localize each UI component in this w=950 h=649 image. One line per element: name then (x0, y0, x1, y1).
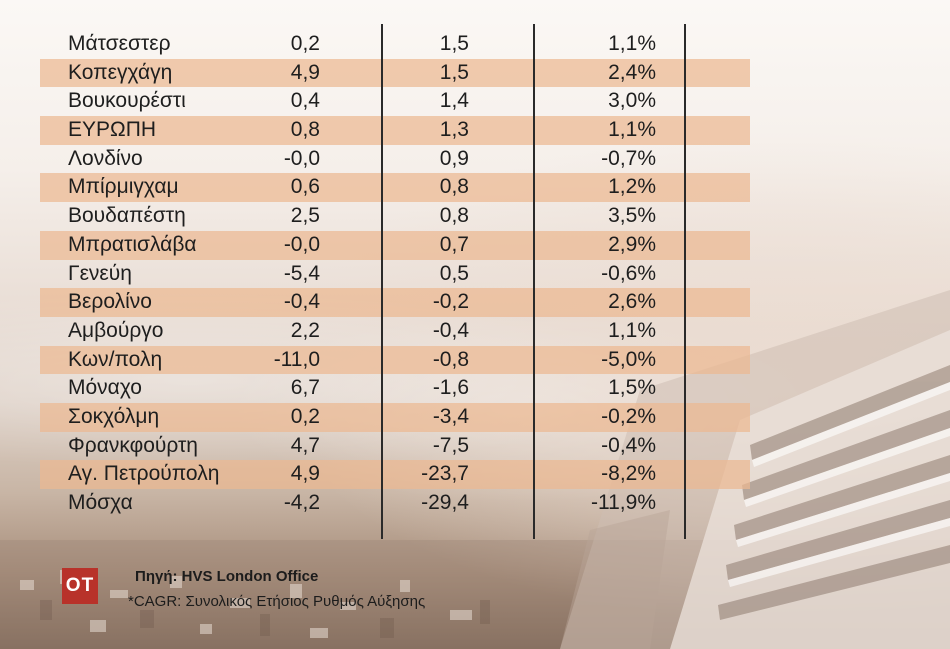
city-name-cell: Σοκχόλμη (68, 404, 160, 428)
city-name-cell: Κων/πολη (68, 347, 163, 371)
value-column-1-cell: -4,2 (283, 491, 320, 514)
value-column-2-cell: 0,5 (439, 261, 469, 285)
value-column-1-cell: 4,9 (290, 462, 320, 486)
value-column-1-cell: 4,7 (290, 433, 320, 457)
table-row: Αγ. Πετρούπολη 4,9 -23,7 -8,2% (40, 460, 750, 489)
cagr-percent-cell: 1,1% (608, 318, 656, 342)
value-column-1-cell: 0,6 (290, 175, 320, 199)
city-name-cell: Γενεύη (68, 261, 132, 285)
value-column-2-cell: -7,5 (432, 433, 469, 457)
cagr-percent-cell: 3,5% (608, 204, 656, 228)
value-column-2-cell: -3,4 (432, 404, 469, 428)
value-column-2-cell: 0,8 (439, 175, 469, 199)
column-divider-2 (533, 24, 535, 539)
cagr-percent-cell: -0,2% (601, 404, 656, 428)
cagr-percent-cell: 1,1% (608, 32, 656, 55)
city-name-cell: Φρανκφούρτη (68, 433, 198, 457)
cagr-percent-cell: 3,0% (608, 89, 656, 113)
table-row: Σοκχόλμη 0,2 -3,4 -0,2% (40, 402, 750, 432)
data-table: Μάτσεστερ 0,2 1,5 1,1% Κοπεγχάγη 4,9 1,5 2,4% Βο… (40, 30, 750, 518)
value-column-2-cell: -0,4 (432, 318, 469, 342)
table-row: Μάτσεστερ 0,2 1,5 1,1% (40, 30, 750, 59)
city-name-cell: Βουκουρέστι (68, 89, 186, 113)
city-name-cell: ΕΥΡΩΠΗ (68, 118, 157, 142)
table-row: ΕΥΡΩΠΗ 0,8 1,3 1,1% (40, 116, 750, 145)
cagr-percent-cell: 2,4% (608, 60, 656, 84)
column-divider-3 (684, 24, 686, 539)
value-column-2-cell: 1,5 (439, 32, 469, 55)
value-column-1-cell: -5,4 (283, 261, 320, 285)
value-column-2-cell: -0,8 (432, 347, 469, 371)
city-name-cell: Μπίρμιγχαμ (68, 175, 179, 199)
value-column-2-cell: 0,9 (439, 146, 469, 170)
city-name-cell: Αγ. Πετρούπολη (68, 462, 220, 486)
city-name-cell: Βουδαπέστη (68, 204, 186, 228)
value-column-1-cell: 2,5 (290, 204, 320, 228)
cagr-percent-cell: -5,0% (601, 347, 656, 371)
table-row: Βουκουρέστι 0,4 1,4 3,0% (40, 87, 750, 116)
value-column-2-cell: 0,8 (439, 204, 469, 228)
city-name-cell: Μάτσεστερ (68, 32, 171, 55)
cagr-percent-cell: -11,9% (591, 491, 656, 514)
cagr-percent-cell: -0,4% (601, 433, 656, 457)
city-name-cell: Κοπεγχάγη (68, 60, 173, 84)
cagr-percent-cell: 1,1% (608, 118, 656, 142)
table-row: Γενεύη -5,4 0,5 -0,6% (40, 260, 750, 289)
table-row: Βερολίνο -0,4 -0,2 2,6% (40, 288, 750, 317)
cagr-percent-cell: -0,7% (601, 146, 656, 170)
value-column-1-cell: 0,8 (290, 118, 320, 142)
city-name-cell: Μόναχο (68, 376, 142, 400)
value-column-1-cell: 2,2 (290, 318, 320, 342)
city-name-cell: Μπρατισλάβα (68, 232, 197, 256)
value-column-1-cell: -0,4 (283, 290, 320, 314)
city-name-cell: Βερολίνο (68, 290, 152, 314)
value-column-2-cell: -1,6 (432, 376, 469, 400)
cagr-percent-cell: 1,5% (608, 376, 656, 400)
value-column-2-cell: 1,4 (439, 89, 469, 113)
value-column-2-cell: 0,7 (439, 232, 469, 256)
value-column-2-cell: -23,7 (421, 462, 469, 486)
publisher-logo: OT (62, 568, 98, 604)
cagr-percent-cell: -0,6% (601, 261, 656, 285)
value-column-1-cell: 0,2 (290, 404, 320, 428)
column-divider-1 (381, 24, 383, 539)
table-row: Αμβούργο 2,2 -0,4 1,1% (40, 317, 750, 346)
table-row: Κοπεγχάγη 4,9 1,5 2,4% (40, 58, 750, 88)
table-row: Μόναχο 6,7 -1,6 1,5% (40, 374, 750, 403)
table-row: Βουδαπέστη 2,5 0,8 3,5% (40, 202, 750, 231)
cagr-percent-cell: 1,2% (608, 175, 656, 199)
table-row: Μπίρμιγχαμ 0,6 0,8 1,2% (40, 173, 750, 203)
value-column-2-cell: -0,2 (432, 290, 469, 314)
value-column-1-cell: -0,0 (283, 232, 320, 256)
value-column-1-cell: -0,0 (283, 146, 320, 170)
value-column-2-cell: -29,4 (421, 491, 469, 514)
value-column-2-cell: 1,3 (439, 118, 469, 142)
table-row: Μπρατισλάβα -0,0 0,7 2,9% (40, 230, 750, 260)
value-column-2-cell: 1,5 (439, 60, 469, 84)
city-name-cell: Λονδίνο (68, 146, 143, 170)
cagr-percent-cell: 2,6% (608, 290, 656, 314)
table-row: Κων/πολη -11,0 -0,8 -5,0% (40, 345, 750, 375)
table-row: Λονδίνο -0,0 0,9 -0,7% (40, 145, 750, 174)
value-column-1-cell: 0,2 (290, 32, 320, 55)
cagr-footnote: *CAGR: Συνολικός Ετήσιος Ρυθμός Αύξησης (128, 593, 426, 610)
city-name-cell: Μόσχα (68, 491, 133, 514)
table-row: Φρανκφούρτη 4,7 -7,5 -0,4% (40, 432, 750, 461)
table-row: Μόσχα -4,2 -29,4 -11,9% (40, 489, 750, 518)
cagr-percent-cell: 2,9% (608, 232, 656, 256)
source-label: Πηγή: HVS London Office (135, 568, 319, 585)
value-column-1-cell: -11,0 (273, 347, 320, 371)
value-column-1-cell: 6,7 (290, 376, 320, 400)
city-name-cell: Αμβούργο (68, 318, 164, 342)
value-column-1-cell: 4,9 (290, 60, 320, 84)
value-column-1-cell: 0,4 (290, 89, 320, 113)
cagr-percent-cell: -8,2% (601, 462, 656, 486)
